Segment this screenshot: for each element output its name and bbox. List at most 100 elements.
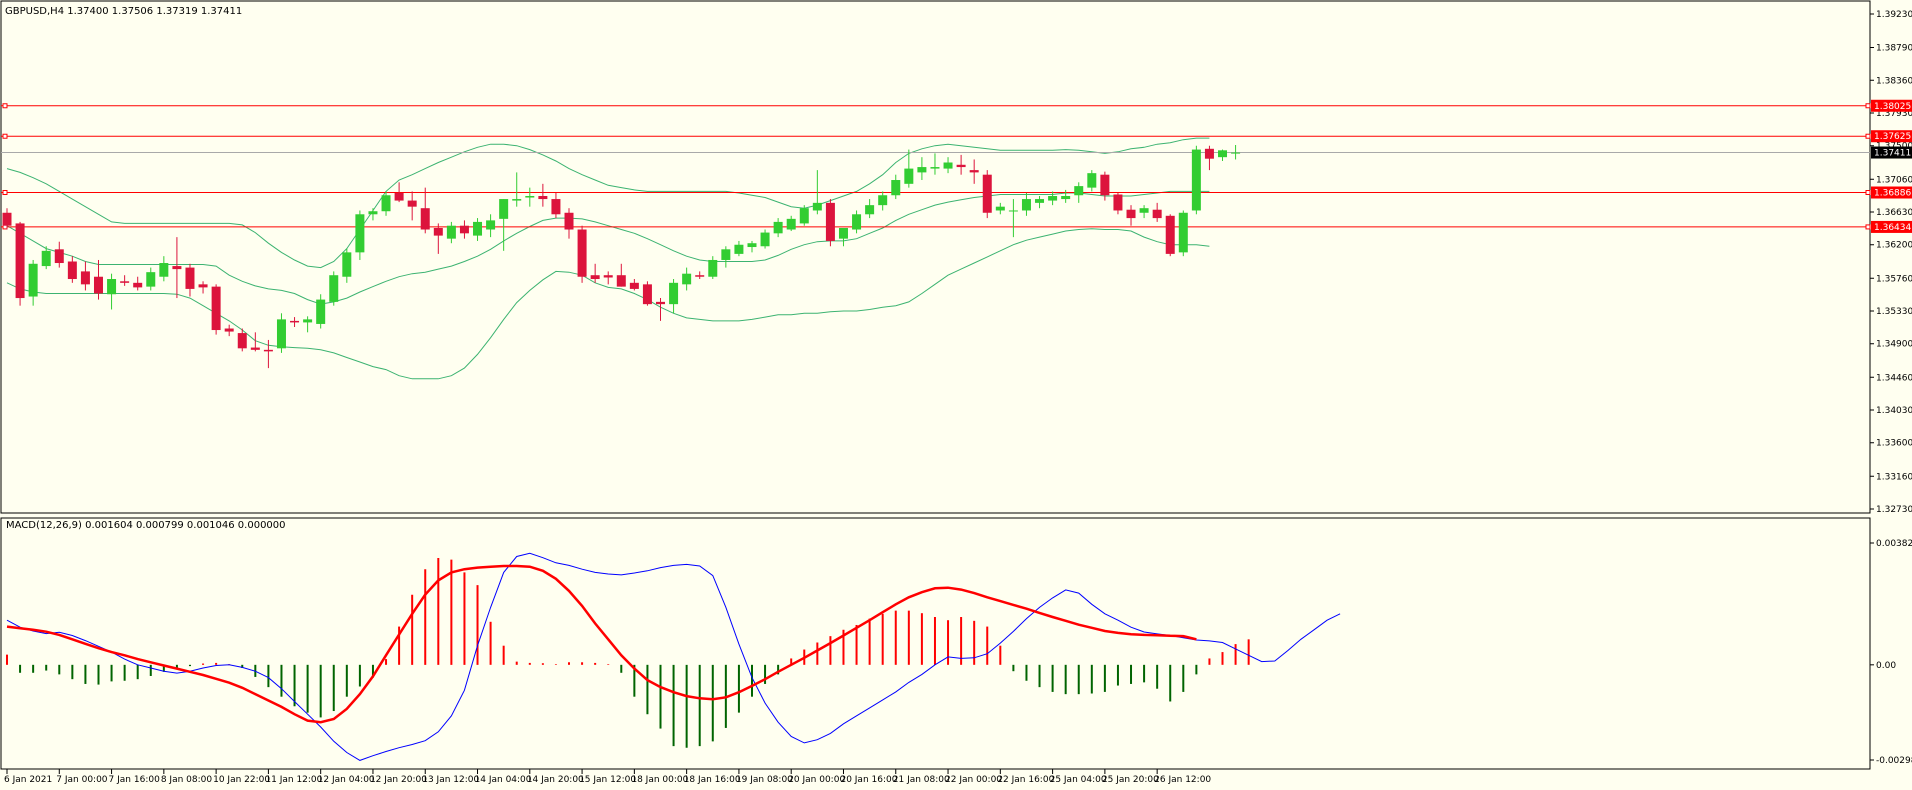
level-price-tag [1871, 186, 1912, 199]
candle-body [185, 267, 195, 289]
time-tick-label: 14 Jan 04:00 [475, 775, 532, 785]
time-tick-label: 21 Jan 08:00 [893, 775, 950, 785]
price-axis: 1.392301.387901.383601.379301.375001.370… [1870, 10, 1912, 766]
candle-body [433, 227, 443, 236]
candle-body [473, 221, 483, 236]
macd-panel [0, 517, 1871, 770]
candle-body [1113, 194, 1123, 211]
price-tick-label: 1.39230 [1876, 10, 1912, 20]
candle-body [1035, 199, 1045, 203]
candle-body [852, 214, 862, 230]
macd-tick-label: 0.00 [1876, 661, 1896, 671]
candle-body [969, 170, 979, 173]
level-price-label: 1.37625 [1874, 132, 1911, 142]
candle-body [1061, 196, 1071, 200]
candle-body [211, 286, 221, 331]
candle-body [669, 282, 679, 305]
candle-body [407, 200, 417, 207]
price-tick-label: 1.36630 [1876, 208, 1912, 218]
price-tick-label: 1.34030 [1876, 406, 1912, 416]
candle-body [799, 208, 809, 224]
candle-body [499, 199, 509, 219]
candle-body [878, 195, 888, 206]
time-tick-label: 18 Jan 16:00 [684, 775, 741, 785]
candle-body [1191, 149, 1201, 211]
price-tick-label: 1.37930 [1876, 109, 1912, 119]
candle-body [67, 261, 77, 280]
candle-body [1100, 174, 1110, 196]
time-tick-label: 25 Jan 20:00 [1102, 775, 1159, 785]
price-tick-label: 1.38360 [1876, 76, 1912, 86]
candle-body [995, 206, 1005, 211]
candle-body [1048, 196, 1058, 201]
candle-body [891, 180, 901, 196]
candle-body [577, 229, 587, 277]
main-panel [0, 0, 1871, 514]
level-price-label: 1.36886 [1874, 189, 1911, 199]
time-tick-label: 7 Jan 16:00 [109, 775, 161, 785]
current-price-label: 1.37411 [1874, 149, 1911, 159]
candle-body [721, 249, 731, 260]
candle-body [146, 272, 156, 287]
price-tick-label: 1.38790 [1876, 44, 1912, 54]
candle-body [133, 282, 143, 288]
time-tick-label: 22 Jan 16:00 [997, 775, 1054, 785]
candle-body [2, 212, 12, 226]
time-tick-label: 25 Jan 04:00 [1050, 775, 1107, 785]
bollinger-bands [6, 137, 1210, 380]
candle-body [982, 174, 992, 213]
level-price-tag [1871, 220, 1912, 233]
candle-body [917, 167, 927, 173]
candle-body [446, 225, 456, 239]
time-tick-label: 20 Jan 16:00 [840, 775, 897, 785]
candle-body [290, 320, 300, 323]
time-tick-label: 20 Jan 00:00 [788, 775, 845, 785]
candle-body [1087, 173, 1097, 188]
macd-lines [6, 552, 1341, 761]
level-handle [1865, 224, 1871, 230]
candle-body [1074, 186, 1084, 196]
candle-body [381, 195, 391, 212]
candle-body [394, 192, 404, 201]
candle-body [1204, 148, 1214, 159]
candle-body [564, 212, 574, 230]
candle-body [656, 301, 665, 305]
time-tick-label: 8 Jan 08:00 [161, 775, 213, 785]
candle-body [603, 275, 613, 278]
price-tick-label: 1.36200 [1876, 241, 1912, 251]
level-price-label: 1.38025 [1874, 102, 1911, 112]
macd-tick-label: 0.003822 [1876, 539, 1912, 549]
time-tick-label: 26 Jan 12:00 [1154, 775, 1211, 785]
time-tick-label: 12 Jan 04:00 [318, 775, 375, 785]
level-price-tag [1871, 130, 1912, 143]
candle-body [590, 275, 600, 280]
candle-body [172, 266, 182, 270]
candle-body [865, 205, 875, 215]
candle-body [956, 164, 966, 168]
candle-body [316, 299, 326, 324]
price-tick-label: 1.34460 [1876, 373, 1912, 383]
candle-body [107, 279, 117, 295]
candle-body [812, 202, 822, 211]
candle-body [1218, 150, 1228, 158]
price-tick-label: 1.34900 [1876, 340, 1912, 350]
candle-body [1139, 208, 1149, 213]
candle-body [930, 167, 940, 169]
candle-body [250, 347, 260, 350]
candle-body [54, 249, 64, 264]
signal-line [6, 564, 1197, 724]
candle-body [525, 196, 535, 198]
price-tick-label: 1.32730 [1876, 505, 1912, 515]
candle-body [642, 284, 652, 305]
candle-body [198, 284, 208, 288]
macd-header: MACD(12,26,9) 0.001604 0.000799 0.001046… [6, 520, 286, 531]
time-axis: 6 Jan 2021 7 Jan 00:00 7 Jan 16:00 8 Jan 08… [4, 769, 1211, 785]
horizontal-levels [1, 103, 1871, 230]
candle-body [1178, 212, 1188, 253]
candle-body [15, 223, 25, 299]
symbol-header: GBPUSD,H4 1.37400 1.37506 1.37319 1.3741… [5, 6, 242, 17]
candle-body [747, 243, 757, 248]
candle-body [224, 328, 234, 332]
candle-body [760, 232, 770, 247]
